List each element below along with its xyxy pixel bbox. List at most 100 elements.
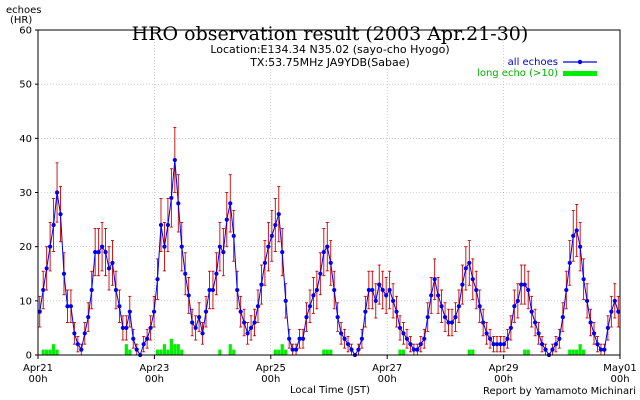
- all-echoes-point: [588, 320, 593, 325]
- all-echoes-point: [300, 336, 306, 341]
- all-echoes-point: [176, 201, 181, 206]
- all-echoes-point: [61, 271, 67, 276]
- y-tick-label: 10: [19, 296, 32, 307]
- long-echo-bar: [51, 344, 56, 355]
- all-echoes-point: [467, 260, 472, 266]
- all-echoes-point: [162, 244, 167, 249]
- all-echoes-point: [169, 195, 174, 201]
- all-echoes-point: [609, 309, 614, 314]
- long-echo-bar: [48, 349, 52, 355]
- x-tick-label: Apr23: [139, 363, 169, 374]
- y-tick-label: 20: [19, 242, 32, 253]
- long-echo-bar: [55, 349, 59, 355]
- all-echoes-point: [172, 157, 177, 163]
- long-echo-bar: [173, 344, 177, 355]
- all-echoes-point: [508, 325, 513, 331]
- x-tick-sublabel: 00h: [378, 374, 397, 385]
- all-echoes-point: [380, 287, 385, 293]
- legend-all-echoes-label: all echoes: [508, 57, 558, 68]
- all-echoes-point: [179, 244, 184, 249]
- all-echoes-point: [290, 347, 295, 352]
- all-echoes-point: [339, 331, 344, 336]
- all-echoes-point: [72, 331, 77, 336]
- all-echoes-point: [553, 342, 559, 347]
- all-echoes-point: [529, 309, 534, 314]
- all-echoes-point: [228, 201, 233, 206]
- long-echo-bar: [322, 349, 326, 355]
- plot-area: [37, 29, 621, 358]
- all-echoes-point: [429, 293, 434, 298]
- all-echoes-point: [127, 309, 132, 314]
- all-echoes-point: [266, 244, 271, 249]
- long-echo-bar: [401, 349, 406, 355]
- long-echo-bar: [571, 349, 575, 355]
- long-echo-bar: [176, 344, 180, 355]
- all-echoes-point: [238, 309, 243, 314]
- all-echoes-point: [217, 244, 222, 249]
- long-echo-bar: [471, 349, 475, 355]
- all-echoes-point: [515, 298, 520, 303]
- all-echoes-point: [564, 287, 569, 293]
- long-echo-bar: [162, 344, 167, 355]
- all-echoes-point: [390, 298, 396, 303]
- all-echoes-point: [345, 342, 351, 347]
- all-echoes-point: [54, 190, 60, 195]
- x-tick-sublabel: 00h: [494, 374, 513, 385]
- all-echoes-point: [411, 347, 416, 352]
- legend-long-echo-swatch: [563, 71, 597, 76]
- all-echoes-point: [287, 336, 292, 341]
- long-echo-bar: [228, 344, 232, 355]
- all-echoes-point: [612, 298, 617, 303]
- all-echoes-point: [498, 342, 503, 347]
- all-echoes-point: [526, 287, 531, 293]
- x-tick-label: May01: [603, 363, 636, 374]
- all-echoes-point: [51, 222, 56, 228]
- all-echoes-point: [335, 314, 340, 320]
- all-echoes-point: [557, 336, 562, 341]
- all-echoes-point: [474, 287, 479, 293]
- all-echoes-point: [377, 282, 382, 287]
- all-echoes-point: [366, 287, 371, 293]
- all-echoes-point: [248, 325, 254, 331]
- long-echo-bar: [284, 349, 288, 355]
- long-echo-bar: [159, 349, 163, 355]
- long-echo-bar: [280, 344, 284, 355]
- all-echoes-point: [297, 336, 302, 341]
- all-echoes-point: [242, 320, 247, 325]
- all-echoes-point: [151, 309, 157, 314]
- all-echoes-point: [86, 314, 91, 320]
- long-echo-bar: [578, 344, 582, 355]
- all-echoes-point: [560, 314, 565, 320]
- transmitter-label: TX:53.75MHz JA9YDB(Sabae): [249, 56, 410, 69]
- all-echoes-point: [370, 287, 375, 293]
- all-echoes-series: [37, 157, 621, 358]
- all-echoes-point: [314, 287, 319, 293]
- long-echo-bar: [526, 349, 530, 355]
- all-echoes-point: [415, 347, 420, 352]
- chart-title: HRO observation result (2003 Apr.21-30): [132, 23, 529, 45]
- all-echoes-point: [293, 347, 299, 352]
- all-echoes-point: [418, 342, 423, 347]
- all-echoes-point: [103, 249, 108, 255]
- all-echoes-point: [186, 293, 191, 298]
- all-echoes-point: [491, 342, 496, 347]
- all-echoes-point: [273, 222, 278, 228]
- all-echoes-point: [37, 309, 42, 314]
- all-echoes-point: [203, 309, 209, 314]
- all-echoes-point: [522, 282, 527, 287]
- all-echoes-point: [141, 342, 146, 347]
- all-echoes-point: [574, 228, 579, 233]
- report-credit: Report by Yamamoto Michinari: [483, 386, 636, 397]
- x-tick-label: Apr25: [256, 363, 286, 374]
- all-echoes-point: [190, 320, 195, 325]
- x-axis-ticks: Apr2100hApr2300hApr2500hApr2700hApr2900h…: [23, 355, 637, 385]
- all-echoes-point: [193, 325, 198, 331]
- all-echoes-point: [598, 347, 604, 352]
- all-echoes-point: [425, 314, 430, 320]
- all-echoes-point: [342, 336, 347, 341]
- all-echoes-point: [148, 325, 153, 331]
- all-echoes-point: [321, 249, 326, 255]
- all-echoes-point: [442, 314, 448, 320]
- all-echoes-point: [519, 282, 524, 287]
- long-echo-bar: [169, 338, 173, 355]
